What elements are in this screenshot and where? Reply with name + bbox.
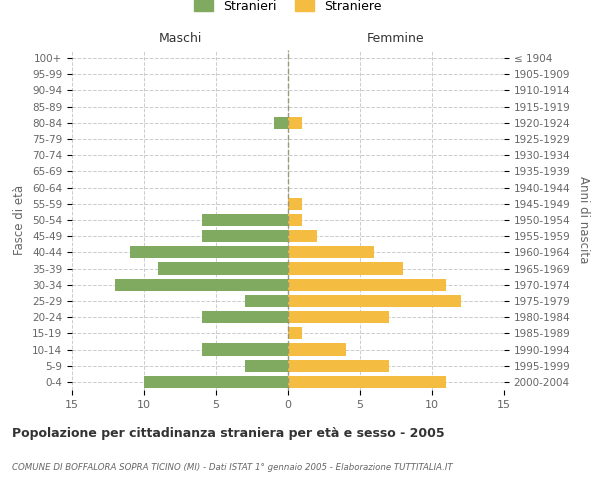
Bar [288, 328, 302, 340]
Text: Popolazione per cittadinanza straniera per età e sesso - 2005: Popolazione per cittadinanza straniera p… [12, 428, 445, 440]
Bar [144, 376, 288, 388]
Bar [202, 311, 288, 323]
Text: COMUNE DI BOFFALORA SOPRA TICINO (MI) - Dati ISTAT 1° gennaio 2005 - Elaborazion: COMUNE DI BOFFALORA SOPRA TICINO (MI) - … [12, 462, 452, 471]
Bar [288, 344, 346, 355]
Bar [288, 278, 446, 291]
Bar [288, 117, 302, 129]
Bar [115, 278, 288, 291]
Text: Femmine: Femmine [367, 32, 425, 45]
Bar [288, 376, 446, 388]
Bar [288, 246, 374, 258]
Bar [288, 262, 403, 274]
Bar [130, 246, 288, 258]
Bar [202, 344, 288, 355]
Bar [202, 230, 288, 242]
Bar [245, 295, 288, 307]
Bar [288, 230, 317, 242]
Bar [288, 198, 302, 210]
Bar [202, 214, 288, 226]
Y-axis label: Anni di nascita: Anni di nascita [577, 176, 590, 264]
Bar [158, 262, 288, 274]
Text: Maschi: Maschi [158, 32, 202, 45]
Bar [288, 311, 389, 323]
Bar [288, 214, 302, 226]
Bar [274, 117, 288, 129]
Bar [288, 295, 461, 307]
Bar [288, 360, 389, 372]
Y-axis label: Fasce di età: Fasce di età [13, 185, 26, 255]
Legend: Stranieri, Straniere: Stranieri, Straniere [191, 0, 385, 16]
Bar [245, 360, 288, 372]
